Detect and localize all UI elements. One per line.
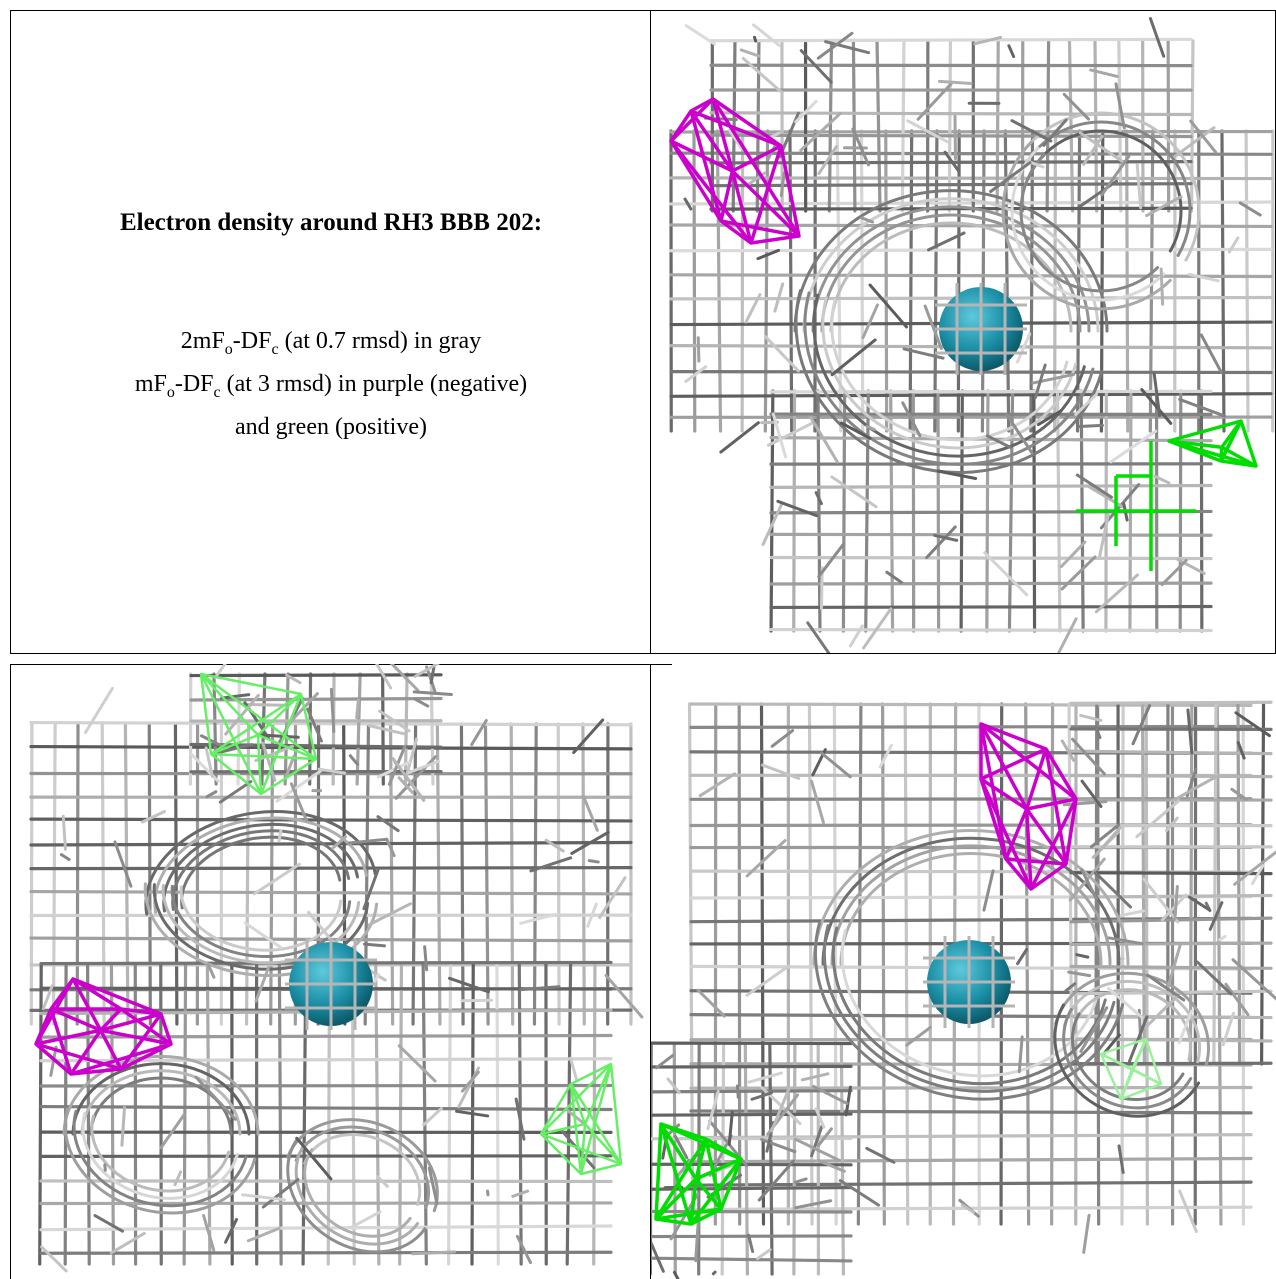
legend-line-1-prefix: 2mF [180,328,225,354]
figure-grid: Electron density around RH3 BBB 202: 2mF… [10,10,1276,1279]
legend-line-2-suffix: (at 3 rmsd) in purple (negative) [220,370,528,397]
gray-density-mesh [669,17,1275,653]
positive-density-cage-faint [539,1062,623,1176]
density-panel-bottom-left [10,664,650,1279]
legend-line-2: mFo-DFc (at 3 rmsd) in purple (negative) [11,367,650,410]
figure-title: Electron density around RH3 BBB 202: [119,209,543,236]
density-mesh-bottom-left [29,664,644,1273]
positive-density-cage-faint [199,672,318,796]
legend-text: 2mFo-DFc (at 0.7 rmsd) in gray mFo-DFc (… [11,324,650,445]
density-panel-bottom-right [650,664,1276,1279]
legend-line-2-mid: -DF [174,370,214,397]
legend-line-1: 2mFo-DFc (at 0.7 rmsd) in gray [11,324,650,367]
caption-cell: Electron density around RH3 BBB 202: 2mF… [10,10,650,654]
negative-density-cage [34,977,173,1076]
divider-right-stub [650,664,672,665]
density-mesh-bottom-right [651,700,1276,1279]
legend-line-2-sub-o: o [166,383,175,401]
legend-line-3: and green (positive) [235,413,427,440]
gray-density-mesh [29,664,644,1273]
density-mesh-top-right [669,17,1275,653]
positive-density-fragment [1076,441,1196,571]
density-panel-top-right [650,10,1276,654]
negative-density-cage [669,97,801,245]
legend-line-1-mid: -DF [232,328,272,354]
legend-line-1-sub-o: o [224,340,233,358]
negative-density-cage [979,722,1078,891]
legend-line-1-sub-c: c [271,340,279,358]
legend-line-2-sub-c: c [213,383,221,401]
positive-density-cage-faint [1099,1037,1163,1101]
positive-density-cage [1167,419,1258,468]
divider-left [10,664,650,665]
positive-density-cage [654,1122,743,1226]
legend-line-1-suffix: (at 0.7 rmsd) in gray [278,328,482,354]
legend-line-2-prefix: mF [134,370,167,397]
